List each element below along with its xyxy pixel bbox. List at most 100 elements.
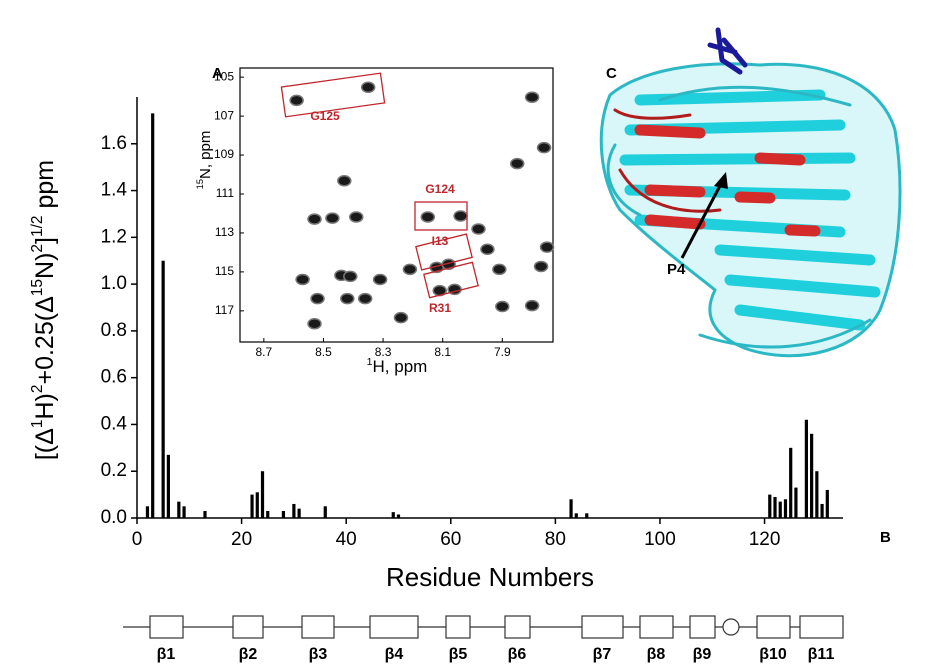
strand-label: β10	[759, 646, 787, 663]
peak-annotation: G124	[425, 182, 455, 196]
x-tick-label: 8.1	[434, 345, 451, 359]
axis-title: 1H, ppm	[367, 356, 428, 377]
x-tick-label: 0	[132, 529, 143, 550]
peak-annotation: R31	[429, 301, 451, 315]
y-tick-label: 0.8	[101, 320, 127, 341]
bar	[825, 489, 829, 518]
bar	[810, 433, 814, 518]
bar	[203, 510, 207, 518]
bar	[166, 454, 170, 518]
bar	[292, 503, 296, 518]
axis-title: [(Δ1H)2+0.25(Δ15N)2]1/2 ppm	[29, 160, 59, 460]
peak	[307, 213, 322, 225]
peak	[539, 241, 555, 253]
peak	[357, 292, 373, 305]
peak	[536, 141, 552, 154]
bar	[815, 471, 819, 518]
y-tick-label: 1.0	[101, 273, 127, 294]
strand-label: β8	[647, 646, 666, 663]
inset-frame	[239, 67, 554, 343]
bar	[396, 514, 401, 518]
superscript: 1/2	[29, 215, 46, 237]
y-tick-label: 117	[215, 303, 234, 317]
peak	[372, 273, 388, 286]
x-tick-label: 100	[644, 529, 676, 550]
bar	[281, 510, 286, 518]
x-tick-label: 8.5	[315, 345, 332, 359]
bar	[789, 447, 793, 518]
bar	[391, 512, 395, 518]
annotation-box	[414, 201, 468, 231]
superscript: 2	[29, 244, 46, 253]
bar	[804, 419, 808, 518]
peak	[295, 273, 310, 286]
x-tick-label: 40	[336, 529, 357, 550]
peak	[533, 260, 549, 273]
y-tick-label: 105	[214, 69, 234, 83]
peak	[471, 223, 486, 235]
strand-label: β7	[593, 646, 612, 663]
label-part: ppm	[31, 160, 59, 216]
y-tick-label: 0.2	[101, 460, 127, 481]
label-part: H, ppm	[373, 357, 428, 376]
peak	[453, 210, 468, 222]
bar	[145, 506, 150, 518]
strand-label: β3	[309, 646, 328, 663]
x-tick-label: 120	[749, 529, 781, 550]
y-tick-label: 111	[216, 186, 235, 200]
peak	[289, 94, 304, 107]
superscript: 15	[195, 179, 205, 189]
bar	[182, 506, 186, 518]
strand-label: β5	[449, 646, 468, 663]
y-tick-label: 0.0	[101, 507, 127, 528]
pointer-arrowhead	[714, 172, 728, 189]
peak	[337, 175, 352, 187]
peak	[524, 91, 540, 103]
peak	[420, 211, 436, 223]
strand-label: β6	[508, 646, 527, 663]
strand-label: β11	[808, 646, 835, 663]
bar	[266, 510, 270, 518]
annotation-box	[415, 233, 473, 271]
bar	[297, 508, 301, 518]
strand-label: β4	[385, 646, 404, 663]
peak	[310, 292, 325, 305]
peak	[524, 299, 540, 312]
strand-label: β2	[239, 646, 258, 663]
peak-annotation: G125	[310, 109, 340, 123]
peak	[307, 317, 322, 330]
peak	[325, 212, 340, 224]
secondary-structure	[123, 615, 844, 639]
peak	[360, 81, 376, 94]
y-tick-label: 107	[214, 108, 234, 122]
y-tick-label: 115	[215, 264, 234, 278]
peak	[340, 292, 355, 305]
x-tick-label: 7.9	[494, 345, 511, 359]
bar	[250, 494, 254, 518]
peak	[480, 243, 495, 256]
label-part: ]	[31, 237, 59, 244]
protein-structure	[599, 27, 902, 358]
label-part: +0.25(Δ	[31, 296, 59, 384]
x-tick-label: 80	[545, 529, 566, 550]
y-tick-label: 0.4	[101, 413, 128, 434]
annotation-box	[423, 261, 479, 299]
x-axis-title: Residue Numbers	[386, 562, 594, 592]
x-tick-label: 8.7	[256, 345, 273, 359]
bar	[260, 471, 265, 518]
peak	[343, 270, 358, 283]
bar	[574, 513, 578, 518]
label-part: H)	[31, 393, 59, 419]
axis-title: 15N, ppm	[195, 131, 214, 190]
peak	[349, 211, 364, 223]
x-tick-label: 8.3	[375, 345, 392, 359]
bar	[177, 501, 181, 518]
panel-label: C	[606, 65, 617, 82]
y-tick-label: 109	[214, 147, 234, 161]
annotation-box	[280, 72, 386, 118]
y-tick-label: 0.6	[101, 367, 127, 388]
bar	[569, 499, 573, 518]
peak	[393, 311, 409, 324]
bar	[161, 260, 165, 518]
